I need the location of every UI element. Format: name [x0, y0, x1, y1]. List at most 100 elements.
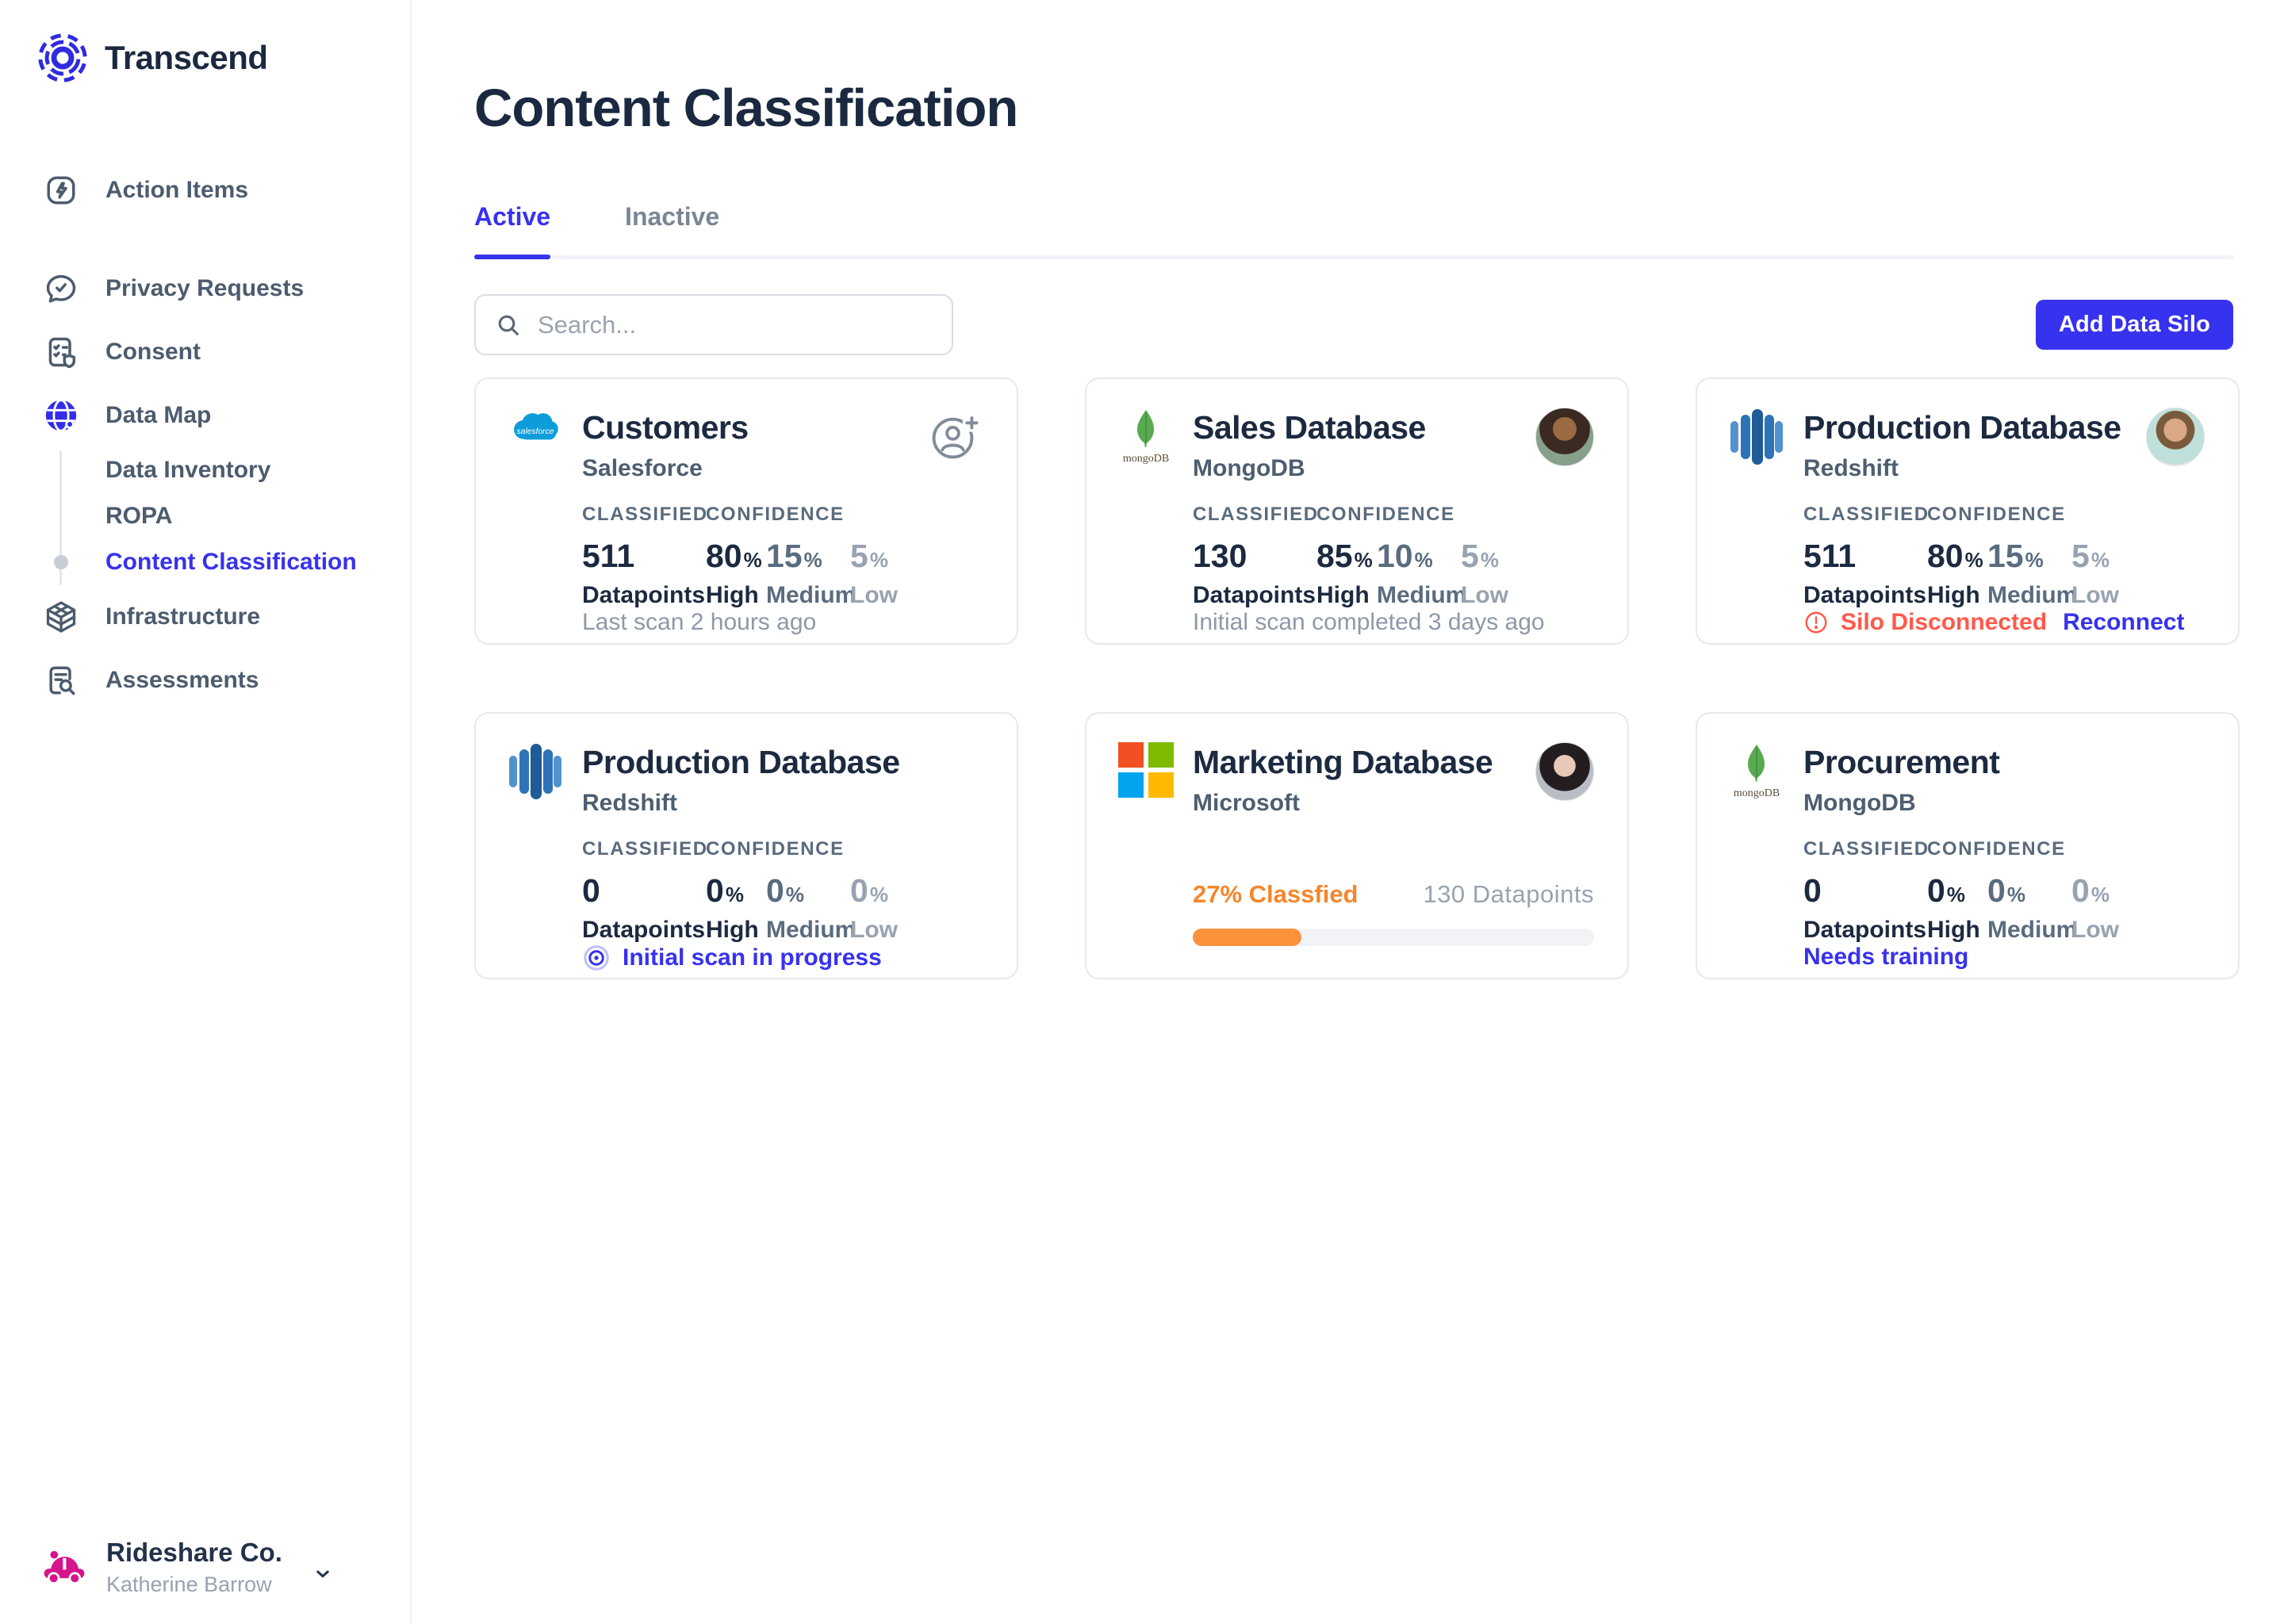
tab-active[interactable]: Active — [474, 202, 551, 259]
card-footer: Last scan 2 hours ago — [582, 609, 983, 636]
medium-label: Medium — [766, 582, 856, 608]
brand-name: Transcend — [105, 39, 268, 76]
reconnect-link[interactable]: Reconnect — [2063, 609, 2185, 635]
classified-value: 0 — [1803, 872, 1822, 909]
datapoints-label: Datapoints — [582, 582, 706, 608]
cube-icon — [43, 599, 79, 635]
globe-icon — [43, 397, 79, 434]
classified-value: 130 — [1193, 538, 1247, 574]
silo-card-marketing-database[interactable]: Marketing Database Microsoft 27% Classfi… — [1085, 712, 1629, 979]
confidence-low-value: 5% — [850, 538, 888, 574]
alert-icon — [1803, 610, 1829, 635]
microsoft-logo-icon — [1118, 742, 1174, 798]
confidence-label: CONFIDENCE — [706, 504, 845, 525]
silo-name: Production Database — [582, 744, 900, 780]
sidebar: Transcend Action Items Privacy Requests — [0, 0, 412, 1624]
datapoints-label: Datapoints — [582, 917, 706, 943]
scan-in-progress-status: Initial scan in progress — [623, 944, 882, 971]
low-label: Low — [2071, 917, 2119, 943]
org-name: Rideshare Co. — [106, 1538, 282, 1567]
classified-value: 511 — [1803, 538, 1857, 574]
sidebar-item-consent[interactable]: Consent — [0, 320, 410, 384]
silo-vendor: Microsoft — [1193, 790, 1300, 816]
needs-training-link[interactable]: Needs training — [1803, 944, 1969, 970]
toolbar: Add Data Silo — [474, 294, 2233, 355]
confidence-low-value: 5% — [1461, 538, 1499, 574]
silo-card-production-database-disconnected[interactable]: Production Database Redshift CLASSIFIED … — [1696, 377, 2240, 645]
datapoints-count: 130 Datapoints — [1423, 880, 1594, 908]
low-label: Low — [1461, 582, 1508, 608]
search-input[interactable] — [538, 310, 933, 339]
progress-fill — [1193, 929, 1301, 946]
confidence-high-value: 0% — [1927, 872, 1965, 909]
high-label: High — [1927, 582, 1980, 608]
svg-text:mongoDB: mongoDB — [1734, 787, 1780, 799]
card-footer: Initial scan completed 3 days ago — [1193, 609, 1594, 636]
owner-avatar[interactable] — [2146, 408, 2205, 466]
classified-label: CLASSIFIED — [1193, 504, 1319, 525]
confidence-high-value: 0% — [706, 872, 744, 909]
sidebar-item-label: Consent — [105, 339, 201, 365]
sidebar-item-label: Assessments — [105, 667, 259, 693]
silo-disconnected-status: Silo Disconnected — [1841, 609, 2048, 635]
silo-card-sales-database[interactable]: mongoDB Sales Database MongoDB CLASSIFIE… — [1085, 377, 1629, 645]
card-head-text: Customers Salesforce — [582, 408, 749, 482]
sidebar-item-label: Data Inventory — [105, 457, 271, 483]
last-scan-text: Initial scan completed 3 days ago — [1193, 609, 1545, 635]
tab-inactive[interactable]: Inactive — [625, 202, 720, 231]
card-footer: Initial scan in progress — [582, 944, 983, 972]
confidence-medium-value: 10% — [1377, 538, 1433, 574]
silo-vendor: Redshift — [1803, 455, 1899, 481]
card-stats: CLASSIFIED CONFIDENCE 0 0% 0% 0% Datapoi… — [582, 838, 983, 944]
confidence-low-value: 0% — [2071, 872, 2110, 909]
confidence-high-value: 85% — [1316, 538, 1373, 574]
confidence-label: CONFIDENCE — [1927, 838, 2066, 860]
card-header: mongoDB Sales Database MongoDB — [1118, 408, 1594, 482]
classified-value: 511 — [582, 538, 635, 574]
sidebar-item-content-classification[interactable]: Content Classification — [0, 539, 410, 585]
high-label: High — [706, 582, 759, 608]
sidebar-item-data-map[interactable]: Data Map — [0, 384, 410, 447]
owner-avatar[interactable] — [1535, 408, 1594, 466]
silo-vendor: Salesforce — [582, 455, 703, 481]
percent-classified-label: 27% Classfied — [1193, 880, 1359, 908]
progress-track — [1193, 929, 1594, 946]
silo-card-production-database-scanning[interactable]: Production Database Redshift CLASSIFIED … — [474, 712, 1018, 979]
card-head-text: Production Database Redshift — [1803, 408, 2121, 482]
chevron-down-icon[interactable] — [311, 1561, 335, 1585]
add-data-silo-button[interactable]: Add Data Silo — [2035, 300, 2233, 350]
card-header: mongoDB Procurement MongoDB — [1729, 742, 2205, 817]
search-box[interactable] — [474, 294, 953, 355]
silo-card-procurement[interactable]: mongoDB Procurement MongoDB CLASSIFIED C… — [1696, 712, 2240, 979]
sidebar-item-ropa[interactable]: ROPA — [0, 493, 410, 539]
silo-name: Procurement — [1803, 744, 2000, 780]
card-header: salesforce Customers Salesforce — [508, 408, 983, 482]
sidebar-item-data-inventory[interactable]: Data Inventory — [0, 447, 410, 493]
redshift-logo-icon — [1729, 408, 1784, 466]
mongodb-logo-icon: mongoDB — [1729, 742, 1784, 802]
silo-card-customers[interactable]: salesforce Customers Salesforce — [474, 377, 1018, 645]
confidence-high-value: 80% — [1927, 538, 1983, 574]
sidebar-item-privacy-requests[interactable]: Privacy Requests — [0, 257, 410, 320]
classified-label: CLASSIFIED — [1803, 838, 1930, 860]
confidence-low-value: 5% — [2071, 538, 2110, 574]
org-switcher[interactable]: Rideshare Co. Katherine Barrow — [0, 1538, 410, 1597]
sidebar-item-assessments[interactable]: Assessments — [0, 649, 410, 712]
sidebar-item-infrastructure[interactable]: Infrastructure — [0, 585, 410, 649]
card-stats: CLASSIFIED CONFIDENCE 511 80% 15% 5% Dat… — [582, 504, 983, 609]
redshift-logo-icon — [508, 742, 563, 801]
data-map-subnav: Data Inventory ROPA Content Classificati… — [0, 447, 410, 585]
card-head-text: Procurement MongoDB — [1803, 742, 2000, 817]
card-head-text: Production Database Redshift — [582, 742, 900, 817]
owner-avatar[interactable] — [1535, 742, 1594, 801]
confidence-label: CONFIDENCE — [1316, 504, 1455, 525]
sidebar-item-action-items[interactable]: Action Items — [0, 159, 410, 222]
sidebar-nav: Action Items Privacy Requests Consent — [0, 159, 410, 712]
classified-value: 0 — [582, 872, 600, 909]
classified-label: CLASSIFIED — [582, 838, 708, 860]
silo-name: Sales Database — [1193, 409, 1426, 446]
assign-user-icon[interactable] — [925, 408, 983, 466]
document-search-icon — [43, 662, 79, 699]
last-scan-text: Last scan 2 hours ago — [582, 609, 817, 635]
card-stats: CLASSIFIED CONFIDENCE 130 85% 10% 5% Dat… — [1193, 504, 1594, 609]
